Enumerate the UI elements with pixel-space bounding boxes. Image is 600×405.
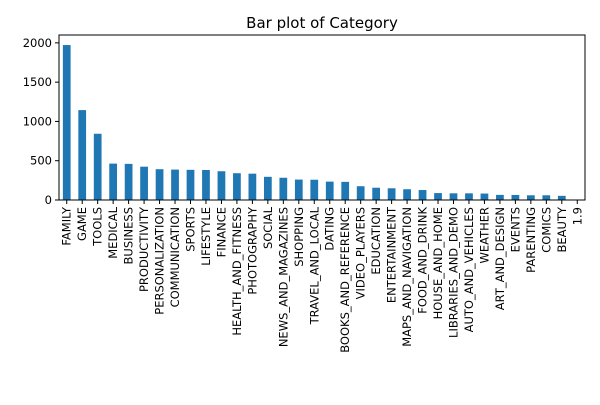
- x-tick-label: COMICS: [539, 207, 553, 253]
- x-tick-label: TRAVEL_AND_LOCAL: [307, 206, 321, 325]
- x-tick-label: SHOPPING: [292, 207, 306, 267]
- bar-beauty: [558, 196, 566, 200]
- bar-lifestyle: [202, 170, 210, 200]
- x-tick-label: HEALTH_AND_FITNESS: [230, 207, 244, 336]
- x-tick-label: PHOTOGRAPHY: [245, 206, 259, 295]
- x-tick-label: NEWS_AND_MAGAZINES: [276, 207, 290, 347]
- y-axis: 0 500 1000 1500 2000: [23, 36, 59, 207]
- x-tick-label: PRODUCTIVITY: [137, 206, 151, 292]
- x-tick-label: BOOKS_AND_REFERENCE: [338, 207, 352, 353]
- bar-comics: [542, 195, 550, 200]
- x-tick-label: EVENTS: [508, 207, 522, 252]
- x-tick-label: TOOLS: [91, 207, 105, 247]
- bars-group: [63, 45, 581, 200]
- bar-auto-and-vehicles: [465, 193, 473, 200]
- bar-communication: [171, 170, 179, 200]
- x-tick-label: SPORTS: [184, 207, 198, 252]
- x-tick-label: EDUCATION: [369, 207, 383, 275]
- x-tick-label: GAME: [75, 207, 89, 241]
- bar-tools: [94, 134, 102, 200]
- y-tick-label: 2000: [23, 36, 52, 50]
- x-tick-label: PERSONALIZATION: [153, 207, 167, 315]
- bar-video-players: [357, 186, 365, 200]
- x-tick-label: FINANCE: [214, 207, 228, 257]
- x-tick-label: WEATHER: [477, 207, 491, 264]
- x-tick-label: MAPS_AND_NAVIGATION: [400, 207, 414, 347]
- x-tick-label: FOOD_AND_DRINK: [416, 207, 430, 314]
- x-tick-label: VIDEO_PLAYERS: [354, 207, 368, 299]
- bar-business: [125, 164, 133, 200]
- bar-food-and-drink: [419, 190, 427, 200]
- y-tick-label: 0: [45, 193, 52, 207]
- x-tick-label: COMMUNICATION: [168, 207, 182, 307]
- bar-personalization: [156, 169, 164, 200]
- bar-education: [372, 188, 380, 200]
- bar-sports: [187, 170, 195, 200]
- bar-events: [512, 195, 520, 200]
- bar-house-and-home: [434, 193, 442, 200]
- bar-productivity: [140, 167, 148, 200]
- x-tick-label: AUTO_AND_VEHICLES: [462, 207, 476, 332]
- bar-photography: [249, 174, 257, 200]
- bar-entertainment: [388, 188, 396, 200]
- bar-weather: [481, 194, 489, 200]
- x-tick-label: MEDICAL: [106, 206, 120, 258]
- x-tick-label: ENTERTAINMENT: [385, 206, 399, 303]
- y-tick-label: 1500: [23, 75, 52, 89]
- bar-maps-and-navigation: [403, 189, 411, 200]
- x-tick-label: 1.9: [570, 207, 584, 225]
- x-tick-label: PARENTING: [524, 207, 538, 273]
- chart-title: Bar plot of Category: [246, 14, 398, 32]
- y-tick-label: 500: [30, 154, 52, 168]
- bar-social: [264, 177, 272, 200]
- plot-frame: [59, 35, 585, 200]
- x-tick-label: DATING: [323, 207, 337, 251]
- bar-travel-and-local: [310, 180, 318, 200]
- x-tick-label: FAMILY: [60, 206, 74, 246]
- bar-dating: [326, 182, 334, 200]
- bar-libraries-and-demo: [450, 193, 458, 200]
- bar-family: [63, 45, 71, 200]
- bar-news-and-magazines: [279, 178, 287, 200]
- x-tick-label: LIFESTYLE: [199, 207, 213, 266]
- bar-finance: [218, 171, 226, 200]
- y-tick-label: 1000: [23, 114, 52, 128]
- bar-parenting: [527, 195, 535, 200]
- x-tick-label: ART_AND_DESIGN: [493, 207, 507, 310]
- bar-health-and-fitness: [233, 173, 241, 200]
- bar-shopping: [295, 180, 303, 200]
- x-tick-label: BEAUTY: [555, 206, 569, 252]
- x-tick-label: LIBRARIES_AND_DEMO: [447, 207, 461, 338]
- bar-books-and-reference: [341, 182, 349, 200]
- bar-medical: [109, 164, 117, 200]
- bar-art-and-design: [496, 195, 504, 200]
- x-tick-label: HOUSE_AND_HOME: [431, 207, 445, 319]
- x-tick-label: SOCIAL: [261, 206, 275, 249]
- bar-game: [78, 110, 86, 200]
- x-tick-label: BUSINESS: [122, 207, 136, 264]
